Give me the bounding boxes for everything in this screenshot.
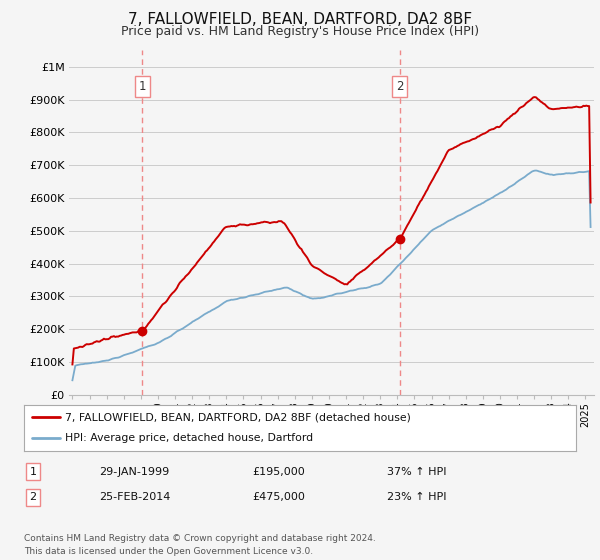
Text: 1: 1 — [139, 80, 146, 93]
Text: Contains HM Land Registry data © Crown copyright and database right 2024.
This d: Contains HM Land Registry data © Crown c… — [24, 534, 376, 556]
Text: HPI: Average price, detached house, Dartford: HPI: Average price, detached house, Dart… — [65, 433, 314, 444]
Text: £195,000: £195,000 — [252, 466, 305, 477]
Text: Price paid vs. HM Land Registry's House Price Index (HPI): Price paid vs. HM Land Registry's House … — [121, 25, 479, 38]
Text: 1: 1 — [29, 466, 37, 477]
Text: 7, FALLOWFIELD, BEAN, DARTFORD, DA2 8BF: 7, FALLOWFIELD, BEAN, DARTFORD, DA2 8BF — [128, 12, 472, 27]
Text: 29-JAN-1999: 29-JAN-1999 — [99, 466, 169, 477]
Text: £475,000: £475,000 — [252, 492, 305, 502]
Text: 25-FEB-2014: 25-FEB-2014 — [99, 492, 170, 502]
Text: 23% ↑ HPI: 23% ↑ HPI — [387, 492, 446, 502]
Text: 37% ↑ HPI: 37% ↑ HPI — [387, 466, 446, 477]
Text: 7, FALLOWFIELD, BEAN, DARTFORD, DA2 8BF (detached house): 7, FALLOWFIELD, BEAN, DARTFORD, DA2 8BF … — [65, 412, 411, 422]
Text: 2: 2 — [29, 492, 37, 502]
Text: 2: 2 — [396, 80, 404, 93]
